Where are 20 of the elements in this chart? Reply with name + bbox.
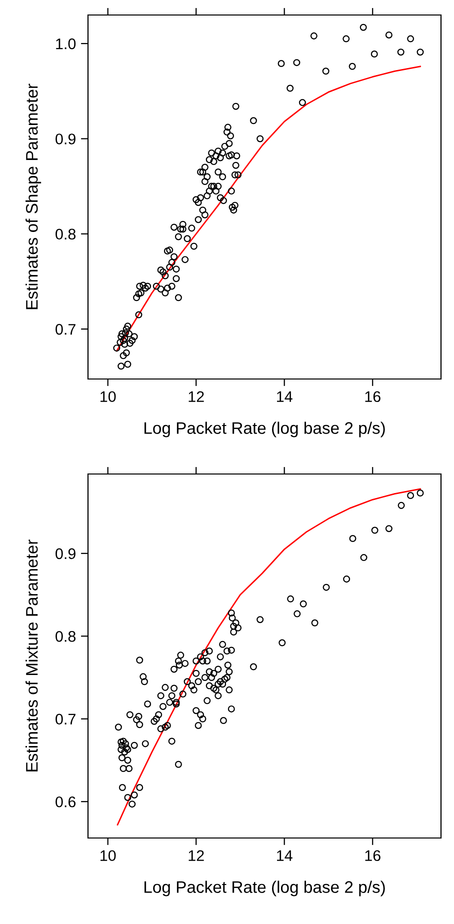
y-tick-label: 0.7	[56, 324, 76, 335]
x-tick-label: 12	[188, 391, 204, 402]
y-tick-label: 0.9	[56, 548, 76, 560]
x-tick-label: 14	[277, 850, 292, 861]
x-tick-label: 10	[100, 850, 116, 862]
y-tick-label: 0.8	[56, 631, 76, 642]
x-tick-label: 16	[365, 391, 380, 402]
y-tick-label: 0.7	[56, 714, 76, 725]
y-axis-title: Estimates of Shape Parameter	[26, 84, 42, 310]
x-tick-label: 14	[277, 391, 292, 402]
y-tick-label: 0.8	[56, 228, 76, 240]
y-tick-label: 0.6	[56, 796, 76, 808]
y-tick-label: 0.9	[56, 134, 76, 144]
y-tick-label: 1.0	[56, 38, 76, 50]
x-tick-label: 12	[188, 850, 204, 861]
x-tick-label: 10	[100, 391, 116, 402]
y-axis-title: Estimates of Mixture Parameter	[26, 540, 38, 772]
x-tick-label: 16	[365, 850, 380, 862]
x-axis-title: Log Packet Rate (log base 2 p/s)	[144, 422, 385, 438]
x-axis-title: Log Packet Rate (log base 2 p/s)	[144, 880, 385, 896]
